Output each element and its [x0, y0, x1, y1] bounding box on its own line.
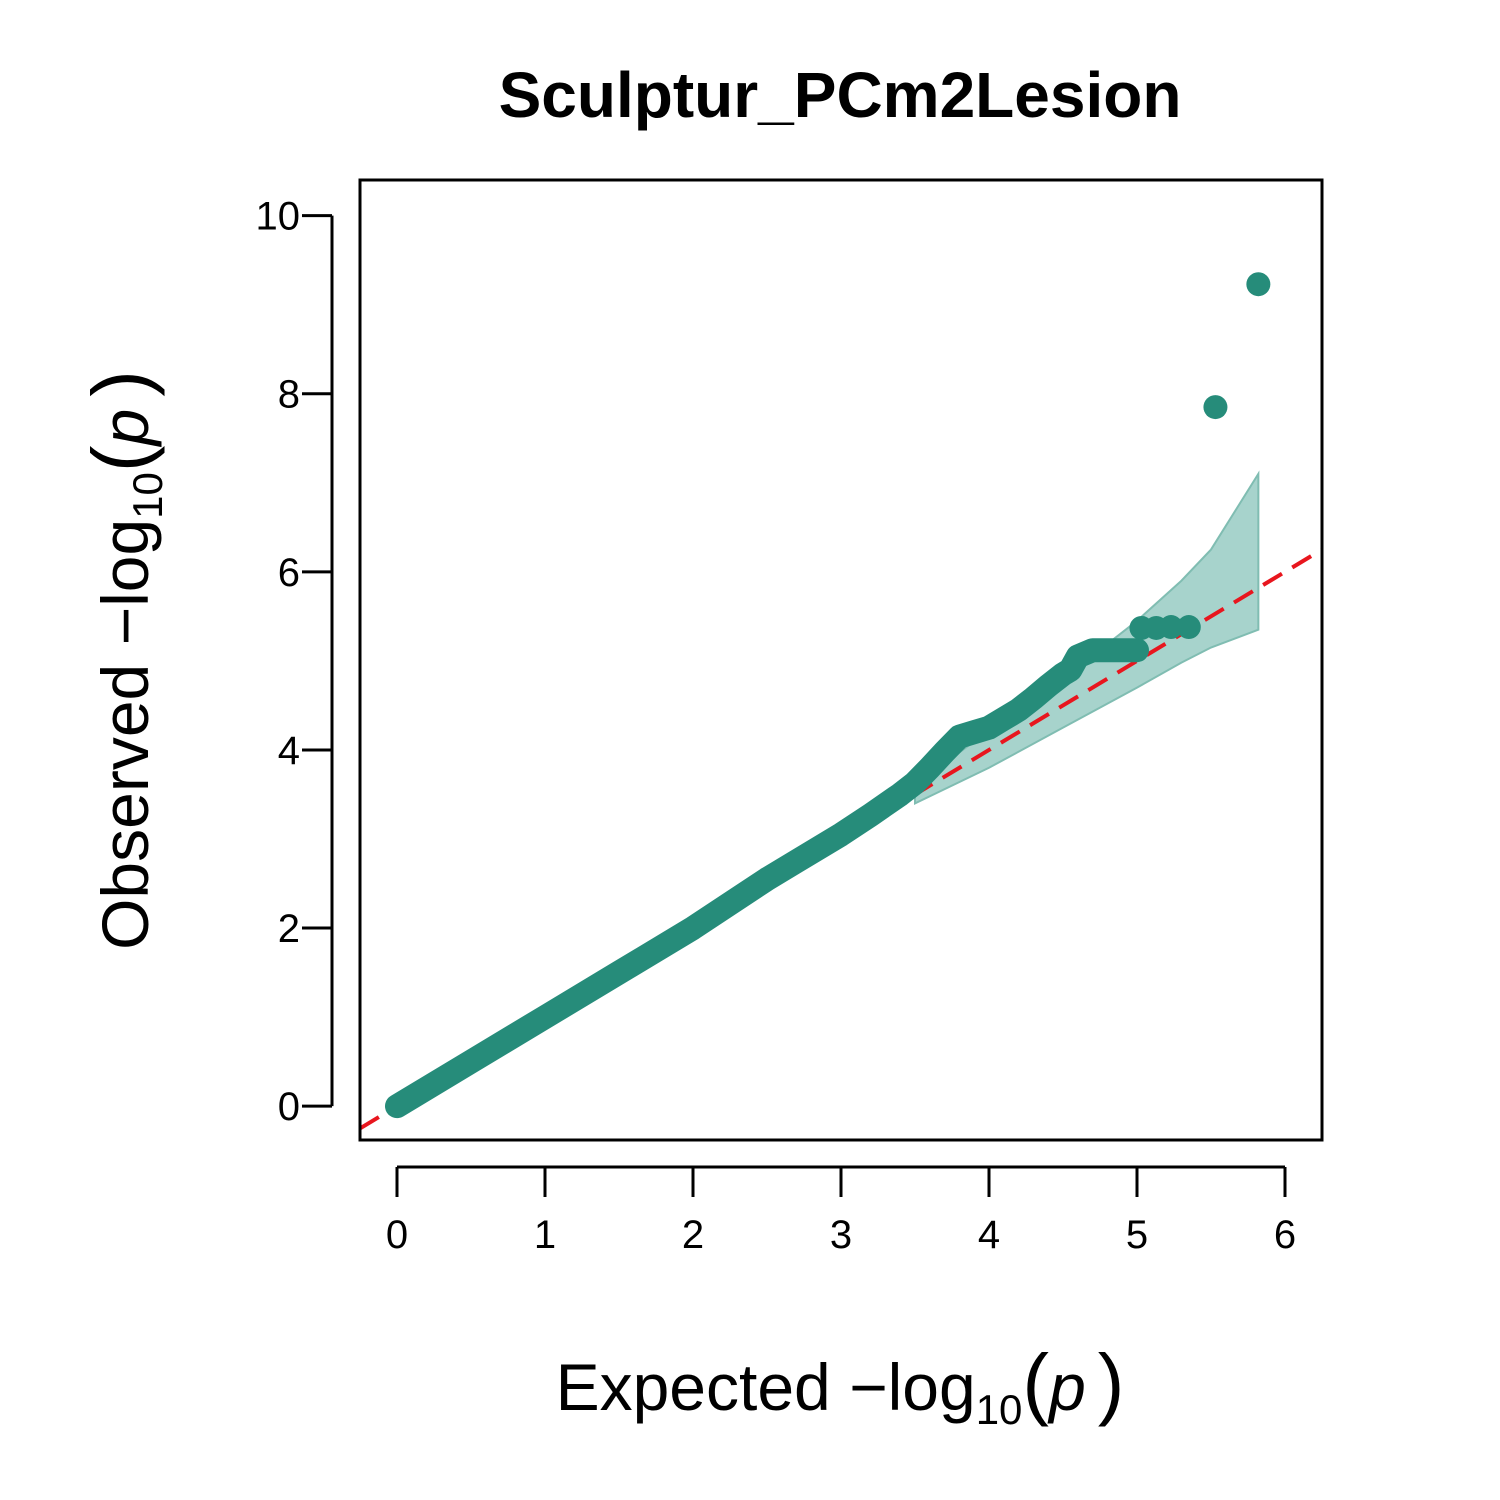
y-tick-label: 10 [256, 195, 301, 239]
y-tick-label: 4 [278, 729, 300, 773]
plot-frame [358, 178, 1324, 1142]
data-point [1159, 615, 1184, 640]
x-tick-label: 0 [386, 1213, 408, 1257]
x-tick-label: 4 [978, 1213, 1000, 1257]
x-tick-label: 2 [682, 1213, 704, 1257]
plot-area [360, 272, 1322, 1131]
y-tick-label: 8 [278, 373, 300, 417]
data-point [1246, 272, 1271, 297]
observed-curve [385, 638, 1149, 1119]
data-point [1203, 395, 1228, 420]
chart-title: Sculptur_PCm2Lesion [499, 59, 1182, 131]
x-tick-label: 3 [830, 1213, 852, 1257]
x-axis-label: Expected −log10(p) [556, 1338, 1125, 1433]
y-tick-label: 0 [278, 1085, 300, 1129]
confidence-band [914, 470, 1260, 805]
x-axis: 0 1 2 3 4 5 6 [386, 1165, 1296, 1257]
outlier-points [1129, 272, 1271, 640]
y-tick-label: 6 [278, 551, 300, 595]
x-tick-label: 1 [534, 1213, 556, 1257]
y-axis-label: Observed −log10(p) [76, 370, 171, 950]
data-point [1176, 615, 1201, 640]
y-tick-label: 2 [278, 907, 300, 951]
x-tick-label: 6 [1274, 1213, 1296, 1257]
x-tick-label: 5 [1126, 1213, 1148, 1257]
y-axis: 0 2 4 6 8 10 [256, 195, 334, 1129]
